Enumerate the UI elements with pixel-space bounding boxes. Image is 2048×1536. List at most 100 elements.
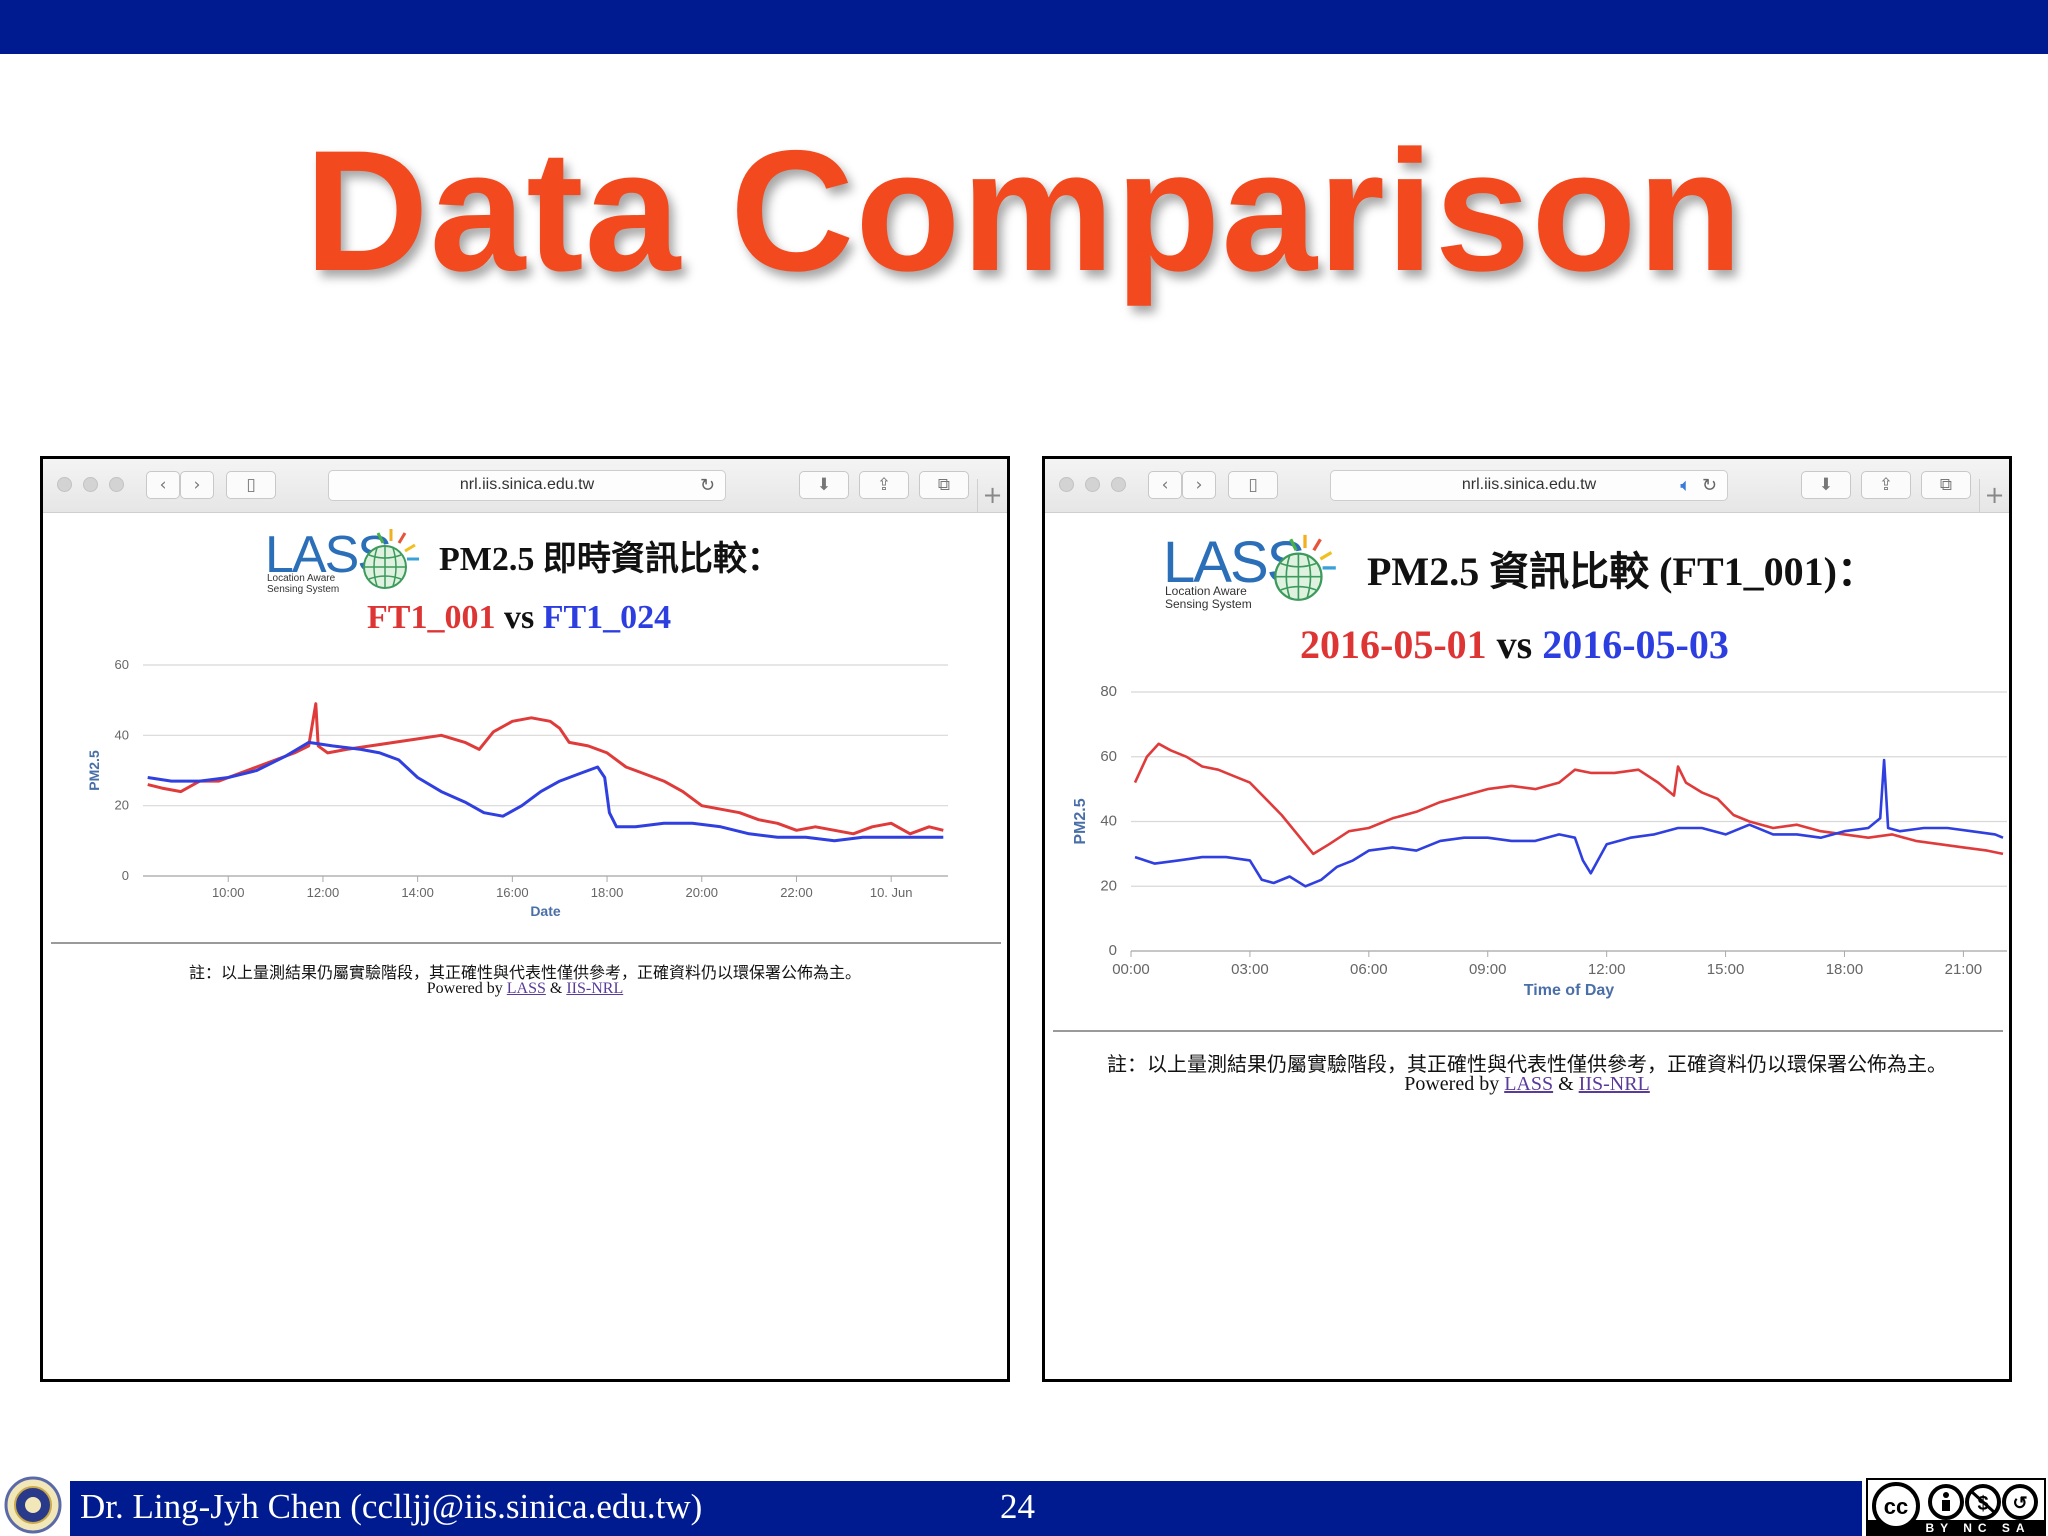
y-tick-label: 40 — [115, 727, 129, 742]
series-line-1 — [147, 702, 944, 836]
browser-toolbar: ‹ › ▯ nrl.iis.sinica.edu.tw ↻ ⬇ ⇪ ⧉ + — [43, 459, 1007, 513]
lass-logo-subtitle-1: Location Aware — [267, 573, 336, 584]
reload-icon[interactable]: ↻ — [699, 475, 715, 496]
forward-button[interactable]: › — [1182, 471, 1216, 499]
slide-title: Data Comparison — [304, 115, 1744, 307]
back-button[interactable]: ‹ — [146, 471, 180, 499]
cc-icon — [1872, 1482, 1920, 1530]
iis-nrl-link[interactable]: IIS-NRL — [566, 980, 624, 997]
download-icon: ⬇ — [816, 475, 832, 495]
license-text: BY NC SA — [1925, 1521, 2030, 1534]
lass-link[interactable]: LASS — [1504, 1073, 1554, 1095]
x-tick-label: 12:00 — [307, 885, 340, 900]
y-tick-label: 60 — [1100, 748, 1117, 765]
chevron-left-icon: ‹ — [159, 475, 167, 495]
zoom-window-button[interactable] — [1111, 477, 1126, 492]
x-tick-label: 15:00 — [1707, 961, 1745, 978]
right-pm25-chart: 0 20 40 60 80 00:00 03:00 06:00 09:00 12:00 15:00 1… — [1072, 683, 2007, 999]
minimize-window-button[interactable] — [1085, 477, 1100, 492]
downloads-button[interactable]: ⬇ — [799, 471, 849, 499]
url-text: nrl.iis.sinica.edu.tw — [459, 476, 595, 493]
sidebar-button[interactable]: ▯ — [1228, 471, 1278, 499]
left-browser-window: ‹ › ▯ nrl.iis.sinica.edu.tw ↻ ⬇ ⇪ ⧉ + LA… — [40, 456, 1010, 1382]
speaker-icon[interactable]: 🔈︎ — [1680, 475, 1691, 496]
ampersand: & — [1558, 1073, 1574, 1095]
y-tick-label: 0 — [122, 868, 129, 883]
sidebar-icon: ▯ — [246, 475, 256, 495]
disclaimer-note: 註：以上量測結果仍屬實驗階段，其正確性與代表性僅供參考，正確資料仍以環保署公佈為… — [1107, 1054, 1947, 1076]
lass-logo: LASS Location Aware Sensing System — [1163, 529, 1353, 610]
x-tick-label: 10. Jun — [870, 885, 913, 900]
lass-logo: LASS Location Aware Sensing System — [265, 525, 435, 595]
y-tick-label: 20 — [115, 798, 129, 813]
footer-banner — [70, 1481, 1862, 1536]
lass-link[interactable]: LASS — [506, 980, 546, 997]
top-banner — [0, 0, 2048, 54]
x-tick-label: 21:00 — [1945, 961, 1983, 978]
close-window-button[interactable] — [57, 477, 72, 492]
compare-title: 2016-05-01 vs 2016-05-03 — [1300, 621, 1729, 668]
downloads-button[interactable]: ⬇ — [1801, 471, 1851, 499]
globe-sun-icon — [363, 529, 419, 589]
y-tick-label: 0 — [1109, 942, 1117, 959]
separator-line — [51, 942, 1001, 944]
separator-line — [1053, 1030, 2003, 1032]
x-tick-label: 03:00 — [1231, 961, 1269, 978]
new-tab-button[interactable]: + — [977, 479, 1007, 513]
share-icon: ⇪ — [876, 475, 892, 495]
right-browser-window: ‹ › ▯ nrl.iis.sinica.edu.tw 🔈︎ ↻ ⬇ ⇪ ⧉ +… — [1042, 456, 2012, 1382]
sharealike-icon — [2002, 1484, 2038, 1520]
x-tick-label: 16:00 — [496, 885, 529, 900]
back-button[interactable]: ‹ — [1148, 471, 1182, 499]
y-axis-label: PM2.5 — [86, 750, 102, 791]
compare-b: 2016-05-03 — [1542, 622, 1729, 667]
tabs-overview-button[interactable]: ⧉ — [919, 471, 969, 499]
y-tick-label: 40 — [1100, 813, 1117, 830]
sidebar-button[interactable]: ▯ — [226, 471, 276, 499]
x-tick-label: 18:00 — [591, 885, 624, 900]
minimize-window-button[interactable] — [83, 477, 98, 492]
share-button[interactable]: ⇪ — [859, 471, 909, 499]
compare-a: 2016-05-01 — [1300, 622, 1487, 667]
compare-title: FT1_001 vs FT1_024 — [367, 599, 671, 637]
svg-text:↺: ↺ — [2012, 1493, 2027, 1513]
compare-vs: vs — [1496, 622, 1533, 667]
tabs-icon: ⧉ — [1939, 475, 1953, 495]
new-tab-button[interactable]: + — [1979, 479, 2009, 513]
powered-by-line: Powered by LASS & IIS-NRL — [1045, 1073, 2009, 1096]
left-pm25-chart: 0 20 40 60 10:00 12:00 14:00 16:00 18:00 20:00 22:… — [86, 657, 948, 919]
address-bar[interactable]: nrl.iis.sinica.edu.tw ↻ — [328, 470, 726, 501]
powered-by-line: Powered by LASS & IIS-NRL — [43, 980, 1007, 998]
academia-sinica-seal-icon — [4, 1476, 62, 1534]
page-number: 24 — [1000, 1487, 1035, 1526]
x-tick-label: 12:00 — [1588, 961, 1626, 978]
close-window-button[interactable] — [1059, 477, 1074, 492]
reload-icon[interactable]: ↻ — [1701, 475, 1717, 496]
sidebar-icon: ▯ — [1248, 475, 1258, 495]
lass-logo-subtitle-1: Location Aware — [1165, 584, 1247, 598]
y-tick-label: 20 — [1100, 877, 1117, 894]
series-line-2 — [147, 740, 944, 843]
y-axis-label: PM2.5 — [1072, 798, 1089, 844]
cc-license-badge: cc $ ↺ BY NC SA — [1866, 1478, 2046, 1536]
share-icon: ⇪ — [1878, 475, 1894, 495]
share-button[interactable]: ⇪ — [1861, 471, 1911, 499]
zoom-window-button[interactable] — [109, 477, 124, 492]
iis-nrl-link[interactable]: IIS-NRL — [1578, 1073, 1650, 1095]
x-tick-label: 06:00 — [1350, 961, 1388, 978]
page-heading: PM2.5 即時資訊比較： — [439, 541, 781, 578]
x-axis-label: Time of Day — [1524, 982, 1615, 999]
tabs-icon: ⧉ — [937, 475, 951, 495]
download-icon: ⬇ — [1818, 475, 1834, 495]
tabs-overview-button[interactable]: ⧉ — [1921, 471, 1971, 499]
x-axis-label: Date — [530, 903, 561, 919]
powered-by-label: Powered by — [426, 980, 503, 997]
footer-author: Dr. Ling-Jyh Chen (cclljj@iis.sinica.edu… — [80, 1487, 703, 1526]
compare-vs: vs — [503, 599, 535, 636]
x-tick-label: 09:00 — [1469, 961, 1507, 978]
address-bar[interactable]: nrl.iis.sinica.edu.tw 🔈︎ ↻ — [1330, 470, 1728, 501]
forward-button[interactable]: › — [180, 471, 214, 499]
svg-text:cc: cc — [1884, 1494, 1908, 1519]
plus-icon: + — [1984, 481, 2005, 509]
x-tick-label: 14:00 — [401, 885, 434, 900]
